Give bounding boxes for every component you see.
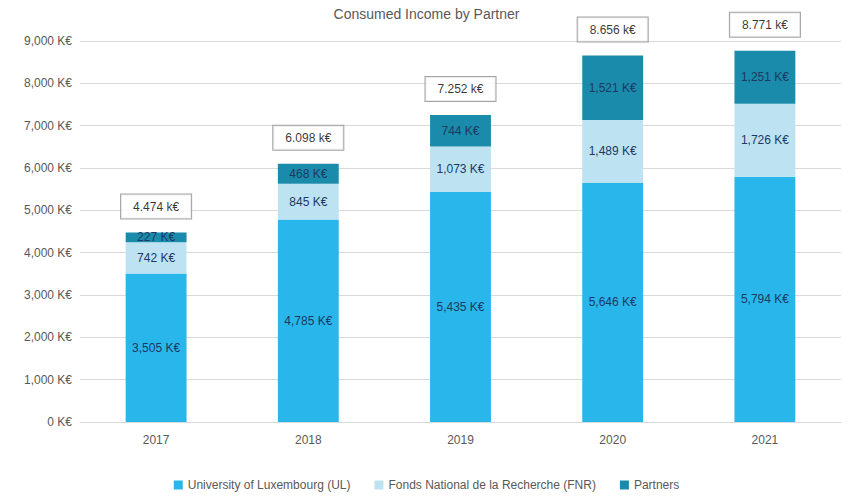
svg-text:1,726 K€: 1,726 K€ (741, 133, 789, 147)
svg-text:1,489 K€: 1,489 K€ (589, 144, 637, 158)
svg-text:2019: 2019 (447, 433, 474, 447)
svg-text:Fonds National de la Recherche: Fonds National de la Recherche (FNR) (388, 478, 595, 492)
svg-text:1,000 K€: 1,000 K€ (24, 373, 72, 387)
svg-text:8,000 K€: 8,000 K€ (24, 76, 72, 90)
svg-text:8.656 k€: 8.656 k€ (590, 23, 636, 37)
svg-text:4.474 k€: 4.474 k€ (133, 200, 179, 214)
svg-text:0 K€: 0 K€ (47, 415, 72, 429)
svg-text:4,785 K€: 4,785 K€ (284, 314, 332, 328)
svg-text:2018: 2018 (295, 433, 322, 447)
svg-text:2020: 2020 (599, 433, 626, 447)
svg-text:5,000 K€: 5,000 K€ (24, 203, 72, 217)
svg-text:5,435 K€: 5,435 K€ (436, 300, 484, 314)
svg-text:6,000 K€: 6,000 K€ (24, 161, 72, 175)
svg-text:9,000 K€: 9,000 K€ (24, 34, 72, 48)
svg-text:4,000 K€: 4,000 K€ (24, 246, 72, 260)
svg-text:742 K€: 742 K€ (137, 251, 175, 265)
svg-text:1,073 K€: 1,073 K€ (436, 162, 484, 176)
svg-text:3,000 K€: 3,000 K€ (24, 288, 72, 302)
svg-text:Consumed Income by Partner: Consumed Income by Partner (334, 6, 520, 22)
svg-text:7,000 K€: 7,000 K€ (24, 119, 72, 133)
svg-text:1,251 K€: 1,251 K€ (741, 70, 789, 84)
svg-text:6.098 k€: 6.098 k€ (285, 131, 331, 145)
svg-text:5,794 K€: 5,794 K€ (741, 292, 789, 306)
svg-text:227 K€: 227 K€ (137, 230, 175, 244)
svg-text:468 K€: 468 K€ (289, 167, 327, 181)
svg-text:2017: 2017 (143, 433, 170, 447)
svg-text:8.771 k€: 8.771 k€ (742, 18, 788, 32)
svg-text:University of Luxembourg (UL): University of Luxembourg (UL) (188, 478, 351, 492)
svg-text:3,505 K€: 3,505 K€ (132, 341, 180, 355)
svg-text:1,521 K€: 1,521 K€ (589, 81, 637, 95)
svg-text:Partners: Partners (634, 478, 679, 492)
svg-text:2,000 K€: 2,000 K€ (24, 330, 72, 344)
svg-text:845 K€: 845 K€ (289, 195, 327, 209)
svg-text:744 K€: 744 K€ (441, 124, 479, 138)
svg-text:5,646 K€: 5,646 K€ (589, 295, 637, 309)
svg-text:7.252 k€: 7.252 k€ (437, 82, 483, 96)
svg-text:2021: 2021 (752, 433, 779, 447)
